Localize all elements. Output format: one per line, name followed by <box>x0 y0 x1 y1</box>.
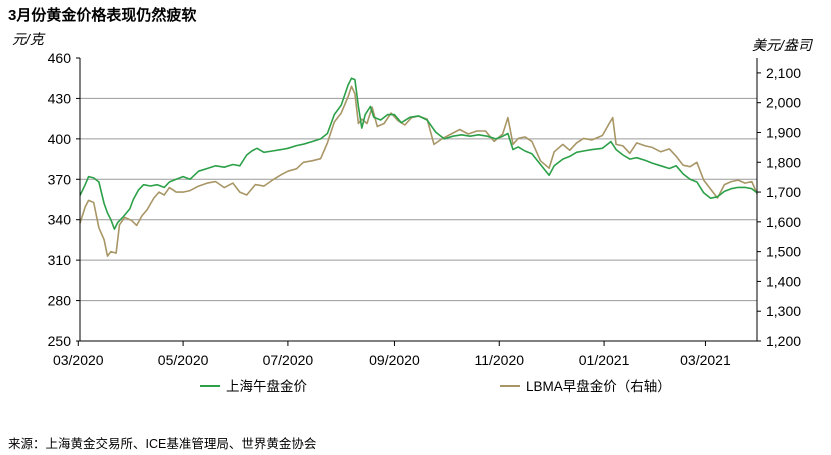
left-axis-unit: 元/克 <box>12 31 46 47</box>
left-tick-label: 370 <box>48 171 72 187</box>
axes <box>76 57 761 346</box>
series-lines <box>79 77 758 257</box>
right-tick-label: 1,900 <box>766 124 801 140</box>
chart-title: 3月份黄金价格表现仍然疲软 <box>8 7 197 24</box>
right-axis-unit: 美元/盎司 <box>752 37 814 53</box>
x-tick-label: 11/2020 <box>474 352 524 368</box>
right-axis-ticks: 1,200 1,300 1,400 1,500 1,600 1,700 1,800 1,900… <box>766 65 801 349</box>
x-tick-label: 01/2021 <box>579 352 630 368</box>
right-tick-label: 2,000 <box>766 95 801 111</box>
left-tick-label: 340 <box>48 212 72 228</box>
x-tick-label: 03/2021 <box>680 352 731 368</box>
right-tick-label: 1,400 <box>766 273 801 289</box>
legend-label-shanghai: 上海午盘金价 <box>226 378 307 394</box>
x-tick-label: 03/2020 <box>53 352 104 368</box>
left-axis-ticks: 250 280 310 340 370 400 430 460 <box>48 50 72 349</box>
x-tick-label: 05/2020 <box>158 352 209 368</box>
left-tick-label: 460 <box>48 50 72 66</box>
source-note: 来源：上海黄金交易所、ICE基准管理局、世界黄金协会 <box>8 437 317 451</box>
left-tick-label: 430 <box>48 90 72 106</box>
right-tick-label: 1,200 <box>766 333 801 349</box>
right-tick-label: 1,600 <box>766 214 801 230</box>
legend: 上海午盘金价 LBMA早盘金价（右轴） <box>200 378 671 394</box>
left-tick-label: 250 <box>48 333 72 349</box>
series-line-lbma <box>79 85 758 257</box>
left-tick-label: 280 <box>48 293 72 309</box>
right-tick-label: 1,300 <box>766 303 801 319</box>
x-tick-label: 09/2020 <box>369 352 420 368</box>
x-tick-label: 07/2020 <box>263 352 314 368</box>
gridlines <box>80 97 757 302</box>
left-tick-label: 310 <box>48 252 72 268</box>
x-axis-ticks: 03/2020 05/2020 07/2020 09/2020 11/2020 01/20… <box>53 352 731 368</box>
series-line-shanghai <box>79 77 758 230</box>
right-tick-label: 2,100 <box>766 65 801 81</box>
right-tick-label: 1,800 <box>766 154 801 170</box>
right-tick-label: 1,500 <box>766 244 801 260</box>
legend-label-lbma: LBMA早盘金价（右轴） <box>526 378 671 394</box>
left-tick-label: 400 <box>48 131 72 147</box>
right-tick-label: 1,700 <box>766 184 801 200</box>
